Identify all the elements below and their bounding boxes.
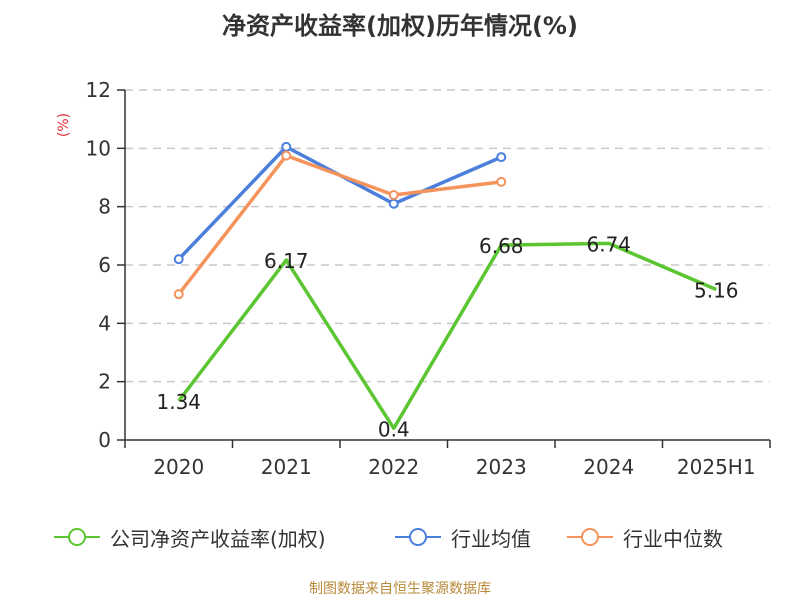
data-label: 6.68 [479,234,524,258]
y-tick-label: 0 [98,428,111,452]
x-tick-label: 2022 [368,455,419,479]
y-tick-label: 10 [86,136,111,160]
legend-label-company-roe: 公司净资产收益率(加权) [110,526,326,551]
chart-title: 净资产收益率(加权)历年情况(%) [222,12,578,40]
legend-line-circle-icon [395,528,441,546]
series-lines [173,141,717,431]
series-line-1 [177,145,502,261]
y-axis-unit-label: (%) [56,113,72,137]
source-note: 制图数据来自恒生聚源数据库 [309,581,491,597]
grid-lines [125,89,770,383]
data-point [496,176,507,187]
data-point [173,289,184,300]
y-tick-label: 12 [86,78,111,102]
data-label: 6.17 [264,249,309,273]
legend-item-company-roe[interactable]: 公司净资产收益率(加权) [52,520,326,554]
series-line-0 [177,241,717,431]
data-point [388,198,399,209]
legend-label-industry-median: 行业中位数 [623,526,723,551]
data-labels: 1.34 6.17 0.4 6.68 6.74 5.16 [156,232,738,441]
legend-item-industry-median[interactable]: 行业中位数 [565,520,723,554]
x-tick-label: 2024 [583,455,634,479]
legend: 公司净资产收益率(加权) 行业均值 行业中位数 [0,520,800,554]
data-point [281,141,292,152]
series-line-2 [177,153,502,296]
data-point [281,150,292,161]
x-tick-label: 2025H1 [677,455,756,479]
legend-line-circle-icon [54,528,100,546]
axes: 0 2 4 6 8 10 12 2020 2021 2022 2023 2024 2025H1 [86,78,771,479]
x-tick-label: 2021 [261,455,312,479]
data-label: 6.74 [586,232,631,256]
data-label: 5.16 [694,279,739,303]
data-point [173,254,184,265]
legend-label-industry-mean: 行业均值 [451,526,531,551]
x-tick-label: 2020 [153,455,204,479]
legend-line-circle-icon [567,528,613,546]
y-tick-label: 4 [98,311,111,335]
x-tick-label: 2023 [476,455,527,479]
legend-item-industry-mean[interactable]: 行业均值 [393,520,531,554]
y-tick-label: 2 [98,370,111,394]
data-point [388,190,399,200]
data-label: 1.34 [156,390,201,414]
y-tick-label: 6 [98,253,111,277]
y-tick-label: 8 [98,195,111,219]
data-point [496,152,507,163]
data-label: 0.4 [378,417,410,441]
